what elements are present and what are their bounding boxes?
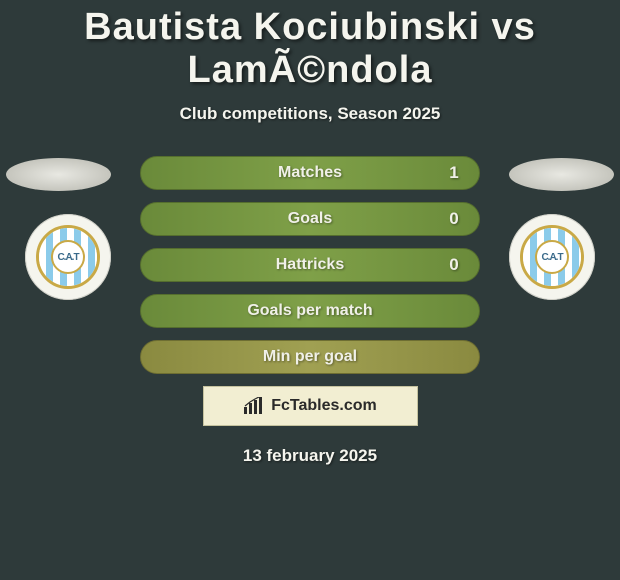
stat-label: Goals per match — [191, 302, 429, 320]
stat-value-right: 0 — [429, 255, 479, 275]
stat-row-min-per-goal: Min per goal — [140, 340, 480, 374]
club-badge-inner: C.A.T — [520, 225, 584, 289]
club-badge-left: C.A.T — [25, 214, 111, 300]
club-badge-right: C.A.T — [509, 214, 595, 300]
bar-chart-icon — [243, 397, 265, 415]
stat-row-matches: Matches 1 — [140, 156, 480, 190]
player-headshot-placeholder-right — [509, 158, 614, 191]
club-monogram-left: C.A.T — [51, 240, 85, 274]
stat-row-goals: Goals 0 — [140, 202, 480, 236]
snapshot-date: 13 february 2025 — [0, 446, 620, 466]
club-badge-inner: C.A.T — [36, 225, 100, 289]
comparison-title: Bautista Kociubinski vs LamÃ©ndola — [0, 0, 620, 92]
comparison-subtitle: Club competitions, Season 2025 — [0, 104, 620, 124]
stat-value-right: 0 — [429, 209, 479, 229]
player-headshot-placeholder-left — [6, 158, 111, 191]
stat-label: Goals — [191, 210, 429, 228]
stat-value-right: 1 — [429, 163, 479, 183]
stat-row-hattricks: Hattricks 0 — [140, 248, 480, 282]
stat-label: Hattricks — [191, 256, 429, 274]
stat-label: Matches — [191, 164, 429, 182]
branding-text: FcTables.com — [271, 397, 377, 415]
comparison-content: C.A.T C.A.T Matches 1 Goals 0 Hattricks … — [0, 156, 620, 466]
stat-row-goals-per-match: Goals per match — [140, 294, 480, 328]
club-monogram-right: C.A.T — [535, 240, 569, 274]
stat-label: Min per goal — [191, 348, 429, 366]
stats-list: Matches 1 Goals 0 Hattricks 0 Goals per … — [140, 156, 480, 374]
branding-banner: FcTables.com — [203, 386, 418, 426]
